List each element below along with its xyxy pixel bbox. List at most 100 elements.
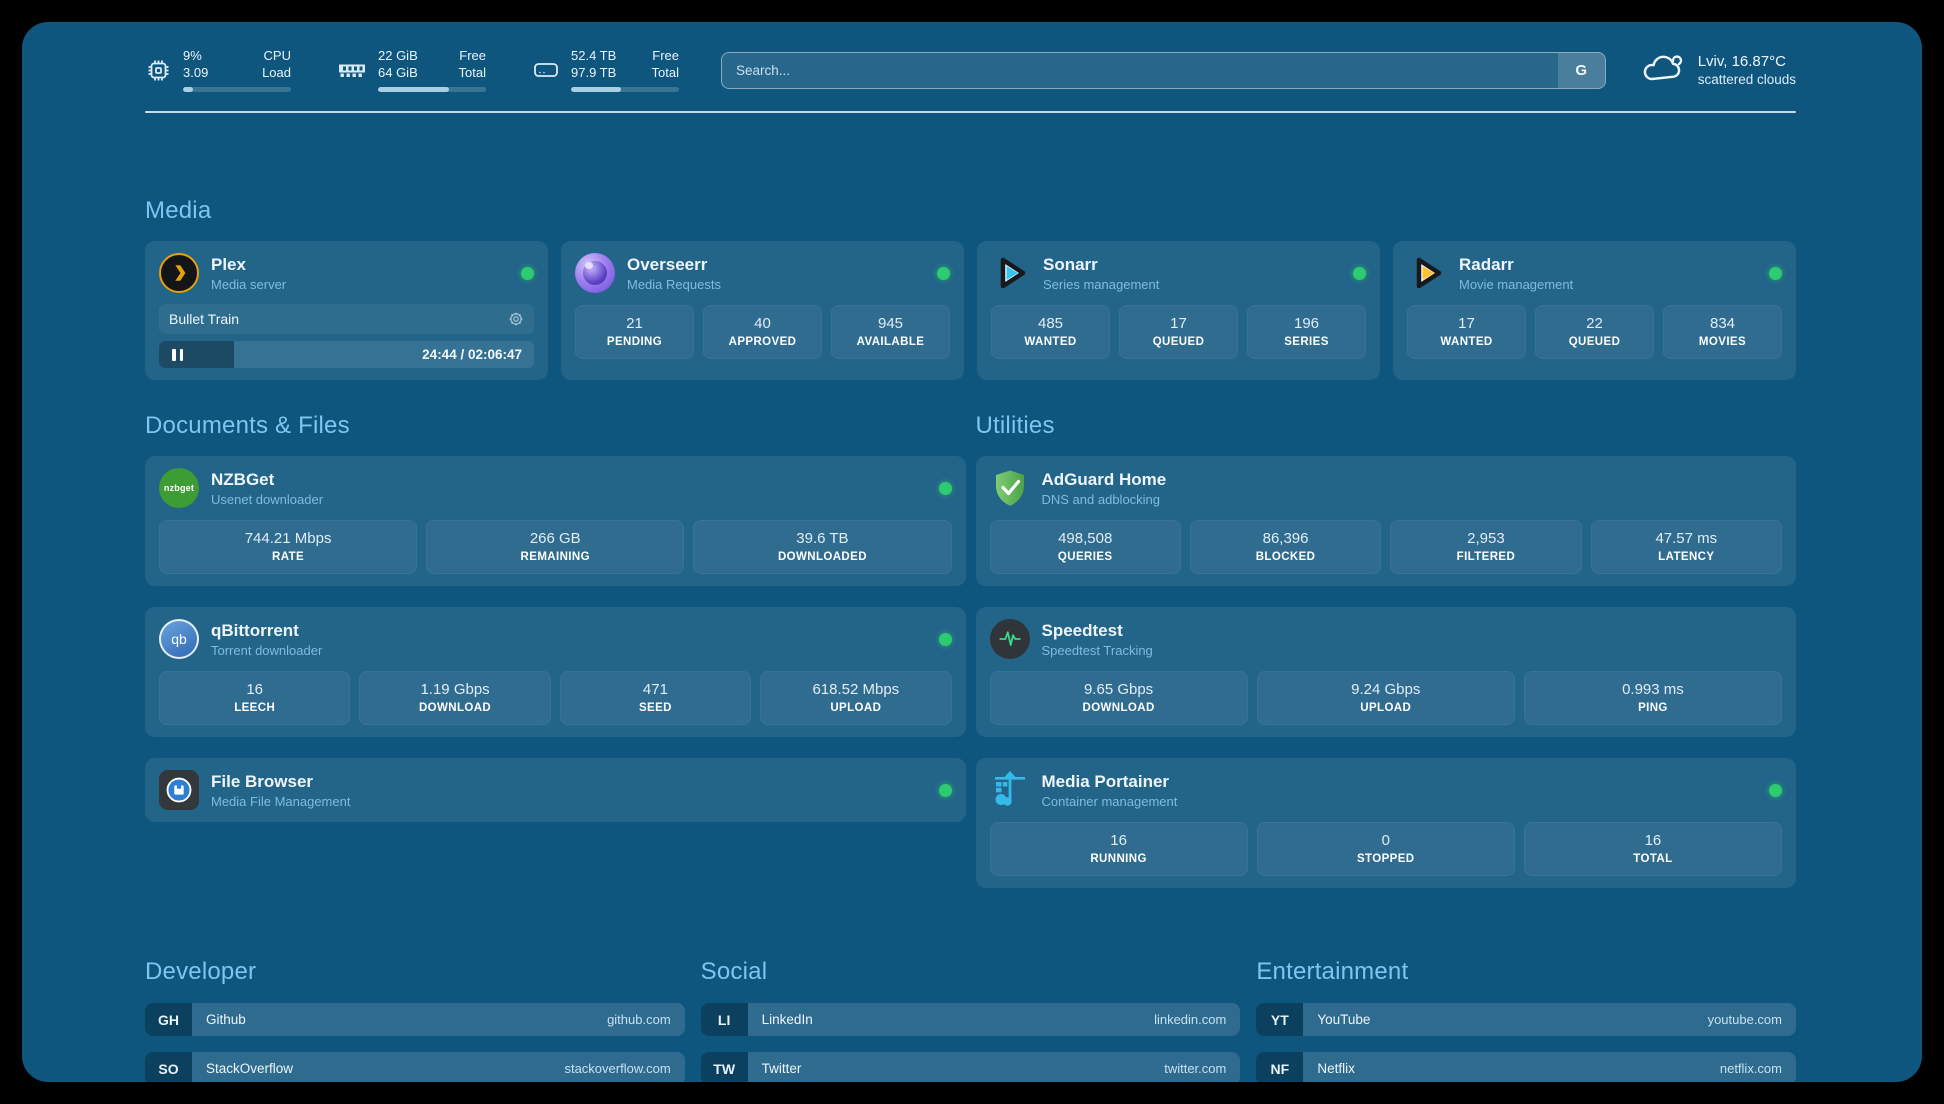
plex-time: 24:44 / 02:06:47 [422, 347, 522, 362]
section-social: Social LI LinkedIn linkedin.com TW Twitt… [700, 958, 1241, 1082]
plex-status-dot [521, 266, 534, 280]
portainer-stat-running: 16 RUNNING [989, 822, 1248, 876]
ram-free-value: 22 GiB [378, 48, 418, 64]
disk-free-value: 52.4 TB [571, 48, 617, 64]
gear-icon[interactable] [508, 311, 524, 327]
filebrowser-icon [159, 770, 199, 810]
sonarr-card[interactable]: Sonarr Series management 485 WANTED 17 Q… [977, 241, 1380, 380]
search-engine-button[interactable]: G [1557, 52, 1605, 88]
section-utilities: Utilities AdGuard Home [975, 412, 1796, 888]
weather-location-temp: Lviv, 16.87°C [1697, 53, 1786, 70]
link-stackoverflow[interactable]: SO StackOverflow stackoverflow.com [145, 1052, 685, 1082]
radarr-stat-movies: 834 MOVIES [1663, 305, 1782, 359]
sonarr-stat-wanted: 485 WANTED [991, 305, 1110, 359]
cloud-icon [1640, 51, 1686, 90]
ram-stat: 22 GiB 64 GiB Free Total [337, 48, 486, 92]
ram-free-label: Free [459, 48, 486, 64]
radarr-card[interactable]: Radarr Movie management 17 WANTED 22 QUE… [1393, 241, 1796, 380]
adguard-name: AdGuard Home [1041, 469, 1167, 489]
nzbget-card[interactable]: nzbget NZBGet Usenet downloader 744.21 M… [145, 456, 966, 586]
qbittorrent-status-dot [938, 632, 952, 646]
qbittorrent-card[interactable]: qb qBittorrent Torrent downloader 16 LEE… [145, 607, 966, 737]
link-twitter[interactable]: TW Twitter twitter.com [700, 1052, 1241, 1082]
overseerr-stat-pending: 21 PENDING [575, 305, 694, 359]
disk-progress-bar [571, 86, 679, 92]
radarr-stat-wanted: 17 WANTED [1407, 305, 1526, 359]
nzbget-status-dot [938, 481, 952, 495]
plex-icon [159, 253, 199, 293]
disk-total-label: Total [651, 65, 679, 80]
overseerr-stat-approved: 40 APPROVED [703, 305, 822, 359]
radarr-stat-queued: 22 QUEUED [1535, 305, 1654, 359]
header: 9% 3.09 CPU Load [145, 40, 1796, 100]
adguard-card[interactable]: AdGuard Home DNS and adblocking 498,508 … [975, 456, 1796, 586]
link-linkedin[interactable]: LI LinkedIn linkedin.com [700, 1003, 1241, 1036]
nzbget-stat-remaining: 266 GB REMAINING [426, 520, 685, 574]
link-github[interactable]: GH Github github.com [145, 1003, 685, 1036]
speedtest-stat-upload: 9.24 Gbps UPLOAD [1256, 671, 1515, 725]
section-title-developer: Developer [145, 958, 257, 985]
ram-total-value: 64 GiB [378, 65, 418, 80]
sonarr-icon [991, 253, 1031, 293]
disk-icon [532, 58, 560, 82]
speedtest-stat-download: 9.65 Gbps DOWNLOAD [989, 671, 1248, 725]
section-title-social: Social [700, 958, 768, 985]
section-developer: Developer GH Github github.com SO StackO… [145, 958, 685, 1082]
disk-total-value: 97.9 TB [571, 65, 617, 80]
adguard-subtitle: DNS and adblocking [1041, 491, 1161, 507]
adguard-stat-filtered: 2,953 FILTERED [1390, 520, 1582, 574]
qbittorrent-stat-leech: 16 LEECH [159, 671, 351, 725]
plex-progress-bar[interactable]: 24:44 / 02:06:47 [159, 341, 534, 368]
overseerr-subtitle: Media Requests [627, 276, 721, 292]
portainer-subtitle: Container management [1041, 793, 1178, 809]
plex-subtitle: Media server [211, 276, 287, 292]
section-entertainment: Entertainment YT YouTube youtube.com NF … [1256, 958, 1796, 1082]
speedtest-card[interactable]: Speedtest Speedtest Tracking 9.65 Gbps D… [975, 607, 1796, 737]
section-title-documents: Documents & Files [145, 412, 350, 439]
search-input[interactable] [721, 51, 1606, 89]
radarr-name: Radarr [1459, 254, 1514, 274]
cpu-usage-value: 9% [183, 48, 202, 64]
cpu-progress-bar [183, 86, 291, 92]
section-documents-files: Documents & Files nzbget NZBGet Usenet d… [145, 412, 966, 888]
overseerr-icon [575, 253, 615, 293]
sonarr-stat-queued: 17 QUEUED [1119, 305, 1238, 359]
ram-progress-bar [378, 86, 486, 92]
filebrowser-subtitle: Media File Management [211, 793, 351, 809]
plex-now-playing-title: Bullet Train [169, 311, 240, 327]
link-netflix[interactable]: NF Netflix netflix.com [1256, 1052, 1796, 1082]
link-youtube[interactable]: YT YouTube youtube.com [1256, 1003, 1796, 1036]
weather-widget: Lviv, 16.87°C scattered clouds [1640, 51, 1796, 90]
plex-name: Plex [211, 254, 246, 274]
qbittorrent-stat-seed: 471 SEED [559, 671, 752, 725]
speedtest-icon [989, 619, 1030, 659]
adguard-icon [990, 468, 1030, 508]
portainer-stat-total: 16 TOTAL [1523, 822, 1783, 876]
portainer-stat-stopped: 0 STOPPED [1256, 822, 1515, 876]
nzbget-stat-rate: 744.21 Mbps RATE [159, 520, 418, 574]
section-media: Media Plex Media server Bullet Train [145, 197, 1796, 380]
cpu-load-value: 3.09 [183, 65, 209, 80]
radarr-icon [1407, 253, 1447, 293]
nzbget-icon: nzbget [159, 468, 199, 508]
speedtest-stat-ping: 0.993 ms PING [1523, 671, 1783, 725]
disk-free-label: Free [652, 48, 679, 64]
qbittorrent-subtitle: Torrent downloader [211, 642, 323, 658]
portainer-card[interactable]: Media Portainer Container management 16 … [975, 758, 1796, 888]
portainer-icon [990, 770, 1030, 810]
qbittorrent-stat-download: 1.19 Gbps DOWNLOAD [359, 671, 551, 725]
system-stats: 9% 3.09 CPU Load [145, 48, 679, 92]
overseerr-status-dot [937, 266, 950, 280]
sonarr-status-dot [1353, 266, 1366, 280]
pause-icon[interactable] [159, 348, 196, 361]
filebrowser-card[interactable]: File Browser Media File Management [145, 758, 966, 822]
cpu-icon [145, 57, 172, 84]
portainer-status-dot [1769, 783, 1782, 797]
overseerr-name: Overseerr [627, 254, 708, 274]
cpu-stat: 9% 3.09 CPU Load [145, 48, 291, 92]
sonarr-name: Sonarr [1043, 254, 1098, 274]
overseerr-stat-available: 945 AVAILABLE [831, 305, 950, 359]
section-title-media: Media [145, 197, 212, 224]
plex-card[interactable]: Plex Media server Bullet Train [145, 241, 548, 380]
overseerr-card[interactable]: Overseerr Media Requests 21 PENDING 40 A… [561, 241, 964, 380]
